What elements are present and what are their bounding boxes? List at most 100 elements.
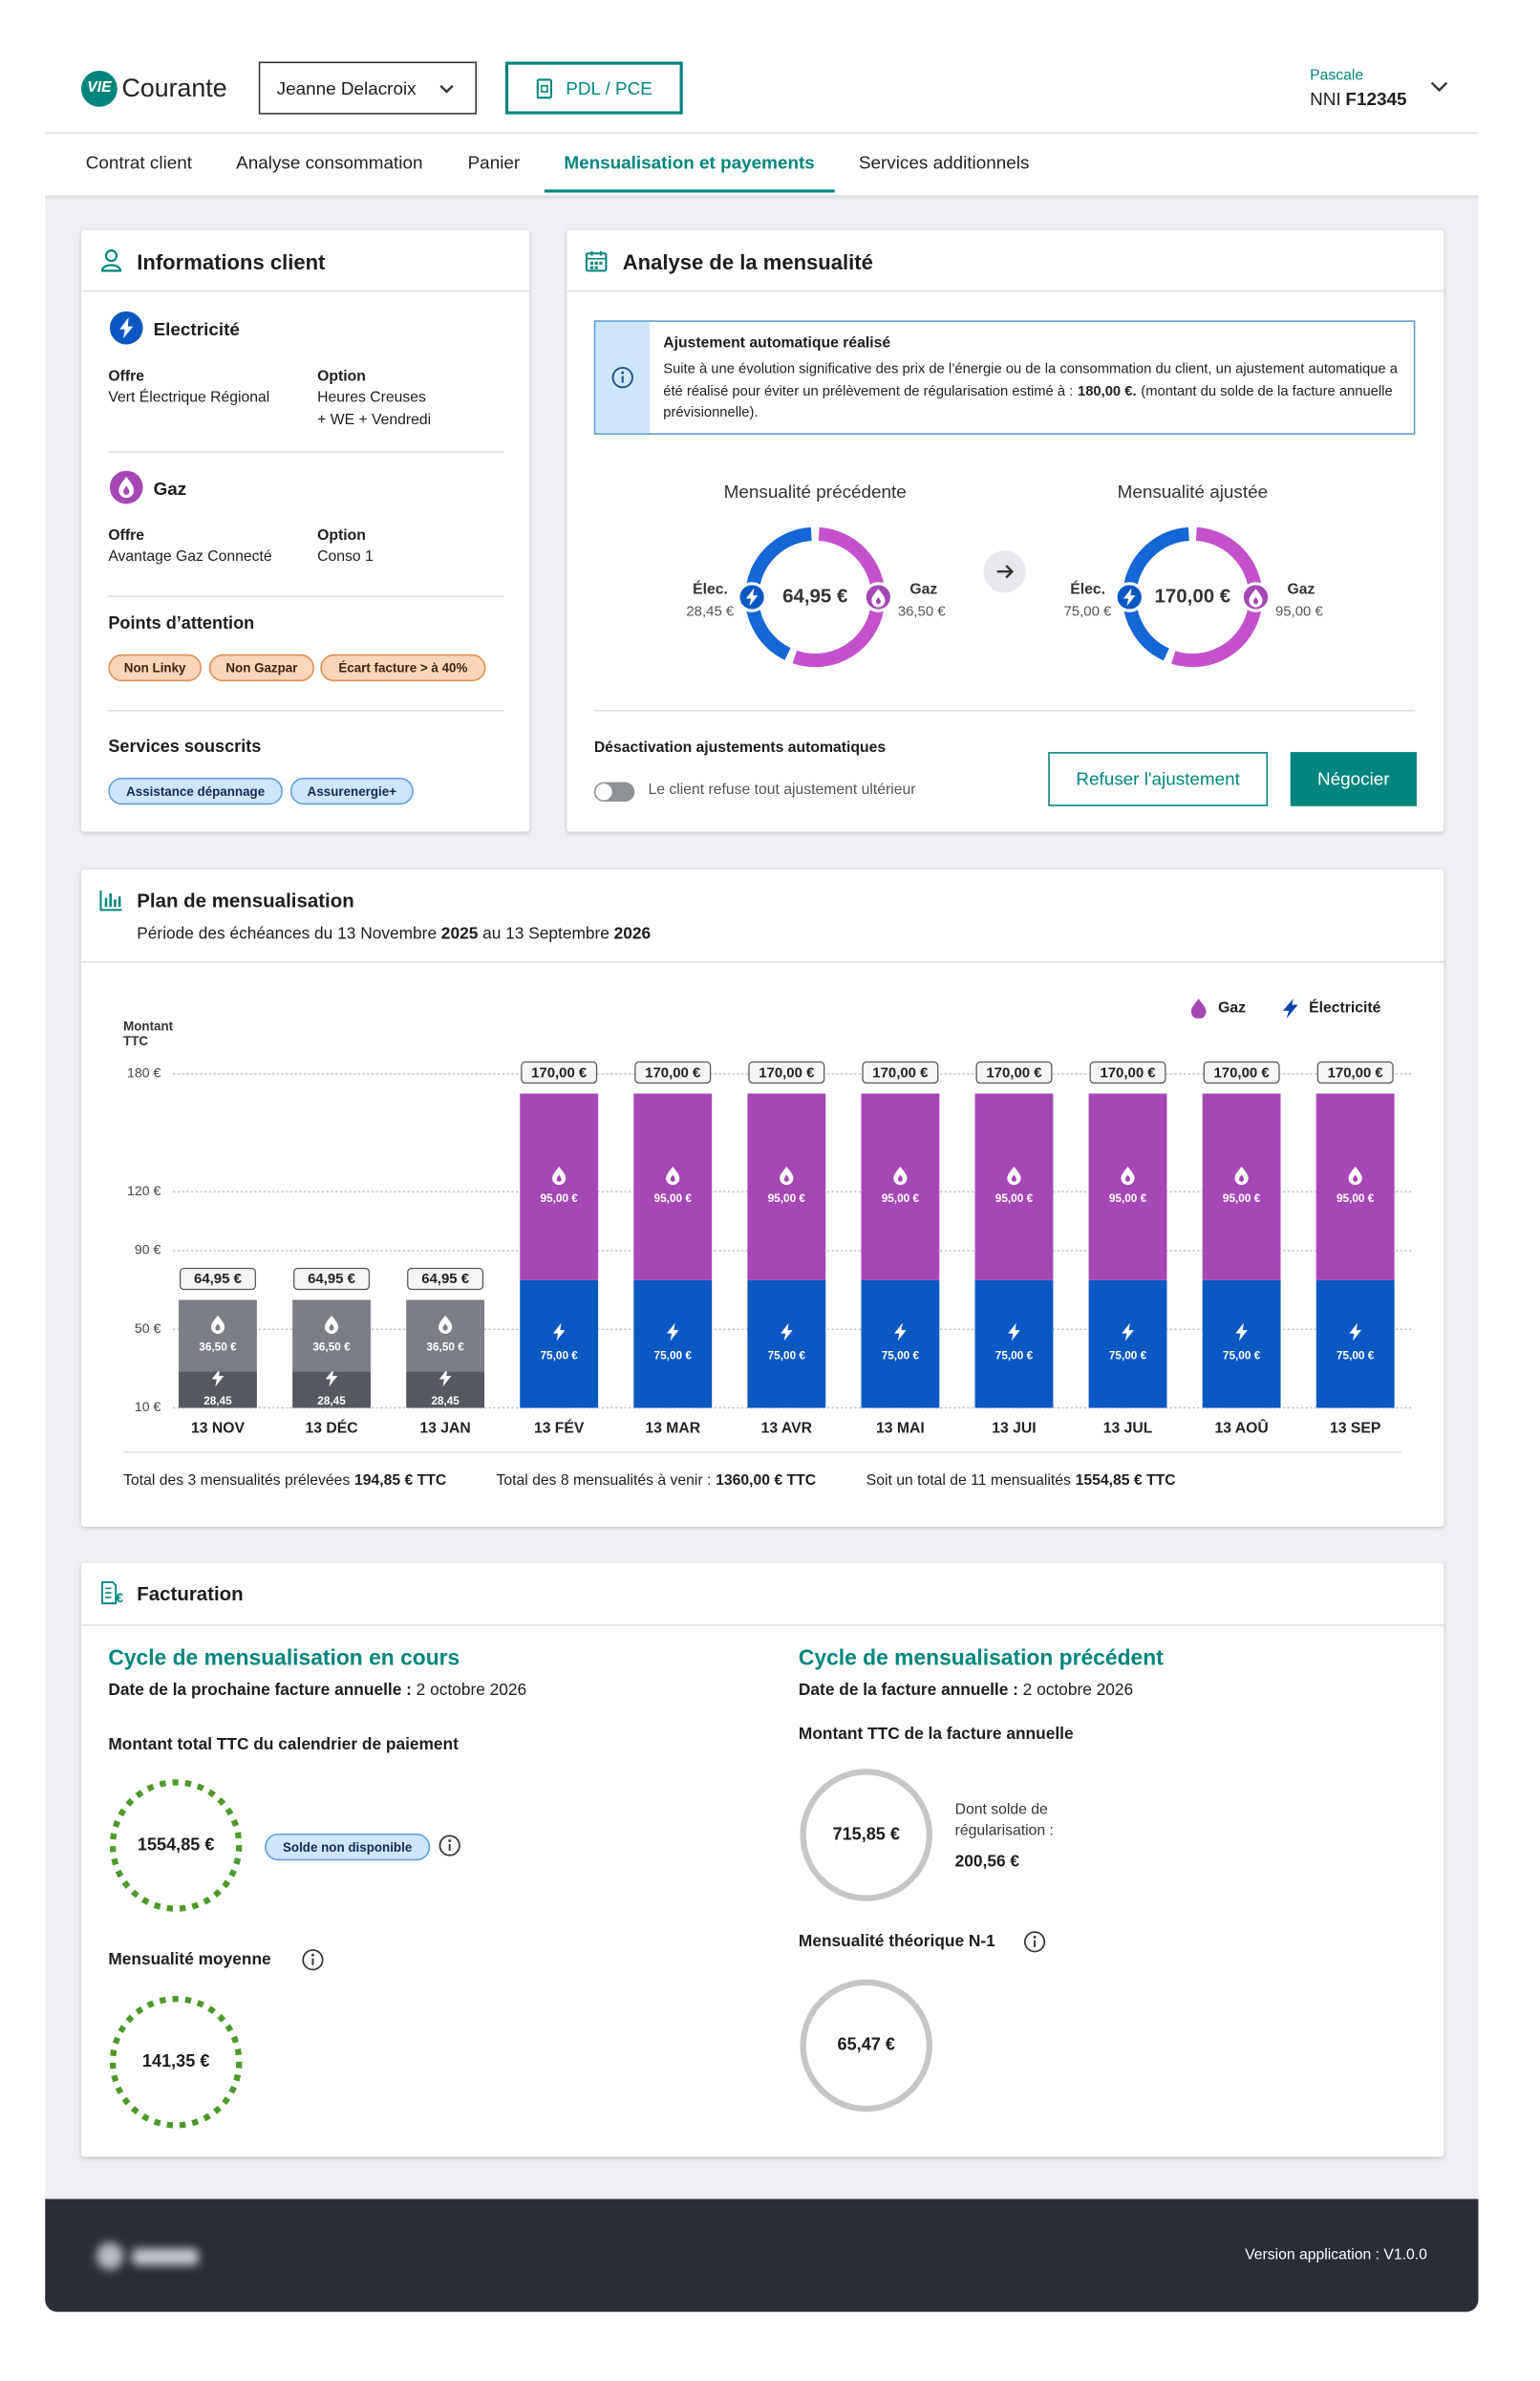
y-axis-label: Montant TTC xyxy=(123,1019,173,1048)
summary-text: Soit un total de 11 mensualités xyxy=(866,1472,1071,1490)
donut-title-text: Mensualité précédente xyxy=(723,481,907,503)
button-label: Négocier xyxy=(1316,768,1390,790)
divider xyxy=(81,1624,1444,1626)
card-title: Analyse de la mensualité xyxy=(622,249,873,274)
pdl-label: PDL / PCE xyxy=(566,77,652,99)
alert-body: Suite à une évolution significative des … xyxy=(663,359,1398,398)
pdl-button[interactable]: PDL / PCE xyxy=(504,61,683,115)
legend-swatch xyxy=(1190,998,1207,1019)
info-icon[interactable] xyxy=(301,1948,325,1972)
logo-text: Courante xyxy=(121,74,227,103)
summary: Total des 3 mensualités prélevées 194,85 … xyxy=(123,1472,446,1489)
nav-tab[interactable]: Panier xyxy=(467,151,521,174)
toggle-title: Désactivation ajustements automatiques xyxy=(593,740,887,757)
option: Conso 1 xyxy=(317,548,374,566)
chevron xyxy=(439,84,454,94)
amount-label: Montant TTC de la facture annuelle xyxy=(798,1725,1074,1744)
option-label: Option xyxy=(317,368,366,386)
client-select-value: Jeanne Delacroix xyxy=(276,77,417,99)
info-icon[interactable] xyxy=(1022,1930,1046,1954)
service-badge: Assurenergie+ xyxy=(289,777,414,805)
active-tab-indicator xyxy=(544,189,835,193)
offer: Vert Électrique Régional xyxy=(108,389,270,407)
user-menu[interactable] xyxy=(1429,78,1450,97)
nni-value: F12345 xyxy=(1345,88,1407,110)
summary: Soit un total de 11 mensualités 1554,85 €… xyxy=(866,1472,1176,1489)
summary-amount: 1554,85 € TTC xyxy=(1075,1472,1176,1490)
attention-badge: Non Linky xyxy=(108,654,202,682)
refuse-button[interactable]: Refuser l'ajustement xyxy=(1048,752,1269,806)
energy-name: Gaz xyxy=(153,478,187,500)
footer-logo xyxy=(96,2240,202,2273)
legend-label: Électricité xyxy=(1309,999,1381,1017)
gas-icon xyxy=(109,470,143,504)
chart-icon xyxy=(99,890,122,912)
amount-ring xyxy=(800,1979,933,2113)
date-label: Date de la facture annuelle : xyxy=(798,1681,1018,1700)
legend-label: Gaz xyxy=(1218,999,1246,1017)
header-divider xyxy=(45,132,1479,135)
attention-badge: Non Gazpar xyxy=(208,654,315,682)
divider xyxy=(81,290,530,292)
legend-swatch xyxy=(1283,998,1299,1019)
summary-amount: 1360,00 € TTC xyxy=(716,1472,817,1490)
period-text: au 13 Septembre xyxy=(482,925,610,944)
nav-tab[interactable]: Services additionnels xyxy=(858,151,1030,174)
donut-title-text: Mensualité ajustée xyxy=(1117,481,1269,503)
nav-tab[interactable]: Contrat client xyxy=(85,151,193,174)
client-select[interactable]: Jeanne Delacroix xyxy=(258,61,478,115)
alert-amount: 180,00 €. xyxy=(1078,381,1137,398)
nni: NNI F12345 xyxy=(1310,89,1406,110)
info-icon xyxy=(611,366,633,389)
summary-text: Total des 3 mensualités prélevées xyxy=(123,1472,351,1490)
balance-label: Dont solde de régularisation : xyxy=(954,1801,1054,1840)
date: 2 octobre 2026 xyxy=(1022,1681,1134,1700)
client-info-card: Informations client Electricité Offre Ve… xyxy=(81,229,530,832)
service-badge: Assistance dépannage xyxy=(108,777,283,805)
balance: 200,56 € xyxy=(954,1853,1020,1872)
attention-badge: Écart facture > à 40% xyxy=(320,654,486,682)
plan-card: Plan de mensualisation Période des échéa… xyxy=(81,869,1444,1527)
summary: Total des 8 mensualités à venir :1360,00… xyxy=(496,1472,816,1489)
cycle-title: Cycle de mensualisation en cours xyxy=(108,1646,460,1671)
amount-ring xyxy=(109,1779,243,1912)
y-axis-label-line: Montant xyxy=(123,1018,174,1034)
summary-text: Total des 8 mensualités à venir : xyxy=(496,1472,712,1490)
alert-end: (montant du solde de la facture annuelle… xyxy=(663,381,1393,420)
date-line: Date de la prochaine facture annuelle :2… xyxy=(108,1682,526,1700)
divider xyxy=(108,710,504,712)
version: Version application : V1.0.0 xyxy=(1245,2246,1427,2264)
info-icon[interactable] xyxy=(438,1834,461,1857)
offer-label: Offre xyxy=(108,368,144,386)
period-year: 2025 xyxy=(440,925,479,944)
energy-name: Electricité xyxy=(153,318,240,340)
alert-icon-area xyxy=(595,321,651,434)
section-title: Services souscrits xyxy=(108,738,262,757)
svg-text:€: € xyxy=(116,1591,123,1606)
date: 2 octobre 2026 xyxy=(416,1681,527,1700)
card-title: Facturation xyxy=(137,1582,244,1605)
nav-tab[interactable]: Mensualisation et payements xyxy=(564,151,815,174)
cycle-title: Cycle de mensualisation précédent xyxy=(798,1646,1164,1671)
negotiate-button[interactable]: Négocier xyxy=(1290,752,1417,806)
divider xyxy=(108,451,504,453)
section-title: Points d’attention xyxy=(108,614,255,633)
button-label: Refuser l'ajustement xyxy=(1076,768,1240,790)
elec-icon xyxy=(109,311,143,345)
user-name: Pascale xyxy=(1310,67,1364,85)
alert-text: Suite à une évolution significative des … xyxy=(663,358,1400,423)
toggle[interactable] xyxy=(593,782,635,803)
status-badge: Solde non disponible xyxy=(265,1833,431,1861)
footer: Version application : V1.0.0 xyxy=(45,2199,1479,2312)
billing-card: € Facturation Cycle de mensualisation en… xyxy=(81,1562,1444,2157)
divider xyxy=(567,290,1444,292)
amount: 141,35 € xyxy=(141,2052,210,2071)
nav-tab[interactable]: Analyse consommation xyxy=(236,151,423,174)
analysis-card: Analyse de la mensualité Ajustement auto… xyxy=(567,229,1444,832)
period-text: Période des échéances du 13 Novembre xyxy=(137,925,438,944)
divider xyxy=(81,960,1444,963)
card-title: Plan de mensualisation xyxy=(137,889,354,912)
option-label: Option xyxy=(317,527,366,545)
